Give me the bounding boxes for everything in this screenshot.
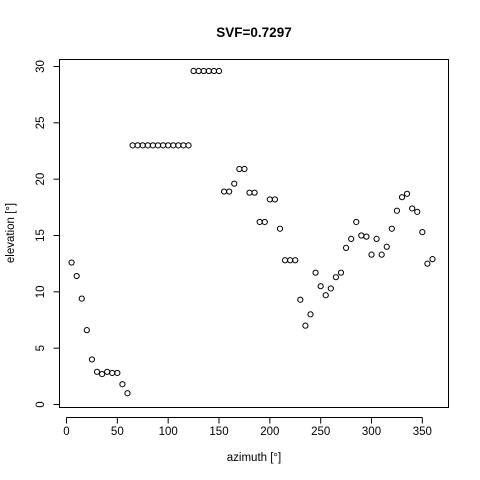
data-point (109, 369, 116, 377)
data-point (317, 283, 324, 290)
data-point (327, 285, 334, 292)
data-point (302, 322, 309, 329)
data-point (332, 274, 340, 281)
data-point (83, 327, 90, 334)
data-point (342, 244, 350, 251)
y-axis: 0 5 10 15 20 25 30 (35, 60, 60, 408)
x-tick-label: 50 (111, 426, 124, 438)
data-point (226, 188, 233, 195)
data-point (165, 142, 172, 149)
data-point (266, 196, 273, 203)
data-point (190, 67, 197, 75)
y-tick-label: 25 (35, 116, 47, 129)
data-point (154, 142, 162, 149)
x-tick-label: 300 (362, 426, 381, 438)
data-point (98, 370, 106, 378)
y-tick-label: 20 (35, 173, 47, 186)
data-point (322, 292, 329, 299)
data-point (134, 142, 141, 149)
data-point (180, 142, 187, 149)
x-tick-label: 350 (413, 426, 432, 438)
data-point (287, 257, 294, 264)
data-point (414, 208, 421, 215)
data-point (271, 196, 279, 203)
data-point (388, 225, 395, 232)
data-point (393, 207, 401, 214)
data-point (175, 142, 182, 149)
data-point (149, 142, 157, 149)
y-tick-label: 0 (35, 401, 47, 407)
data-point (419, 229, 426, 236)
x-tick-label: 200 (260, 426, 279, 438)
data-point (210, 67, 218, 75)
data-point (398, 194, 406, 201)
y-tick-label: 15 (35, 229, 47, 242)
data-point (159, 142, 167, 149)
data-point (241, 165, 248, 173)
data-point (312, 269, 319, 276)
y-tick-label: 10 (35, 285, 47, 298)
data-point (307, 311, 314, 318)
data-point (114, 369, 121, 377)
data-point (88, 356, 96, 363)
data-points (68, 67, 436, 397)
data-point (246, 189, 253, 196)
data-point (220, 188, 228, 195)
data-point (348, 235, 355, 242)
data-point (200, 67, 207, 75)
data-point (409, 205, 416, 212)
data-point (195, 67, 202, 75)
data-point (429, 256, 436, 263)
data-point (403, 190, 411, 197)
data-point (104, 368, 111, 375)
x-tick-label: 0 (63, 426, 69, 438)
y-tick-label: 30 (35, 60, 47, 73)
data-point (251, 189, 258, 196)
data-point (358, 232, 365, 239)
data-point (424, 260, 431, 267)
y-tick-label: 5 (35, 345, 47, 351)
data-point (281, 257, 289, 264)
x-tick-label: 150 (209, 426, 228, 438)
data-point (93, 368, 101, 375)
data-point (297, 296, 304, 303)
data-point (231, 180, 238, 187)
data-point (215, 67, 223, 75)
data-point (124, 390, 131, 397)
data-point (236, 165, 243, 173)
data-point (368, 251, 375, 258)
x-axis: 0 50 100 150 200 250 300 350 (63, 417, 432, 438)
data-point (129, 142, 136, 149)
data-point (185, 142, 192, 149)
x-axis-label: azimuth [°] (227, 452, 281, 464)
x-tick-label: 250 (311, 426, 330, 438)
data-point (73, 272, 80, 280)
y-axis-label: elevation [°] (5, 203, 17, 263)
plot-frame (59, 59, 449, 408)
x-tick-label: 100 (159, 426, 178, 438)
data-point (261, 218, 268, 226)
data-point (170, 142, 177, 149)
data-point (363, 233, 370, 240)
data-point (144, 142, 151, 149)
data-point (373, 235, 380, 242)
data-point (292, 257, 299, 264)
data-point (68, 259, 75, 266)
data-point (276, 225, 284, 232)
data-point (256, 218, 263, 226)
data-point (119, 381, 126, 388)
data-point (139, 142, 146, 149)
chart-title: SVF=0.7297 (216, 25, 291, 40)
data-point (205, 67, 212, 75)
data-point (383, 243, 390, 250)
data-point (378, 251, 385, 258)
data-point (353, 218, 360, 226)
data-point (337, 269, 345, 276)
data-point (78, 295, 85, 302)
